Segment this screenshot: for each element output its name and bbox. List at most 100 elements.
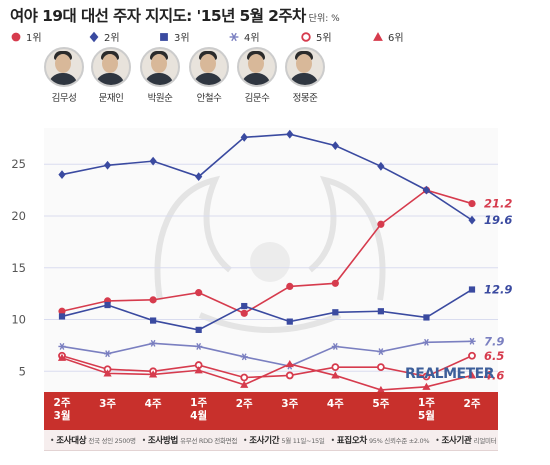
x-axis-bar: 2주 3월 3주 4주 1주 4월 2주 3주 4주 5주 1주 5월 2주 [44,392,498,430]
data-point [103,350,112,358]
x-tick-label: 3주 [281,398,299,410]
legend-item-1: 1위 [10,29,42,44]
x-tick-label: 1주 5월 [417,397,435,422]
candidate-photo [44,47,84,87]
end-value-label: 6.5 [484,349,504,363]
data-point [58,170,66,179]
data-point [377,308,384,315]
data-point [377,161,385,171]
series-line [61,133,473,221]
legend-label: 4위 [244,33,260,44]
data-point [195,342,203,350]
data-point [103,369,112,377]
candidate-3: 박원순 [137,47,183,104]
data-point [468,337,476,345]
data-point [286,318,293,325]
series-6 [57,353,477,394]
data-point [377,220,385,228]
end-value-label: 4.6 [483,368,504,382]
data-point [195,172,203,182]
candidate-name: 박원순 [147,93,173,104]
candidate-name: 정몽준 [292,93,318,104]
data-point [58,313,66,320]
data-point [285,359,294,368]
x-tick-label: 2주 [235,398,253,410]
data-point [240,380,249,388]
data-point [286,282,294,290]
y-tick-label: 20 [11,209,26,223]
candidate-name: 안철수 [196,93,222,104]
data-point [149,339,157,347]
series-3 [58,286,476,333]
data-point [150,317,157,324]
legend-marker-4 [229,32,239,41]
x-tick-label: 1주 4월 [190,397,208,422]
chart-title-text: 여야 19대 대선 주자 지지도: '15년 5월 2주차 [10,7,306,25]
legend-marker-6 [373,31,383,41]
data-point [422,185,431,195]
legend-marker-2 [89,31,99,42]
x-tick-label: 4주 [144,398,162,410]
y-tick-label: 15 [11,261,26,275]
data-point [422,382,431,390]
survey-footer: • 조사대상 전국 성인 2500명 • 조사방법 유무선 RDD 전화면접 • 조… [44,430,498,451]
legend-item-3: 3위 [158,29,190,44]
legend-item-4: 4위 [228,29,260,44]
x-tick-label: 4주 [326,398,344,410]
data-point [376,385,385,394]
legend-marker-1 [11,32,21,41]
data-point [240,309,248,317]
series-line [61,357,473,391]
footer-item-2: • 조사방법 유무선 RDD 전화면접 [141,436,238,446]
legend-label: 5위 [316,33,332,44]
x-tick-label: 5주 [372,398,390,410]
brand-logo: REALMETER [405,366,495,382]
candidate-6: 정몽준 [282,47,328,104]
legend-marker-5 [301,31,311,42]
data-point [468,215,476,225]
data-point [468,286,476,293]
footer-item-3: • 조사기간 5월 11일~15일 [243,436,325,446]
legend-label: 6위 [388,33,404,44]
candidate-photo [91,47,131,87]
data-point [149,296,157,304]
data-point [104,301,111,309]
data-point [331,279,339,287]
data-point [240,373,249,382]
footer-item-5: • 조사기관 리얼미터 [435,436,497,446]
candidate-name: 김무성 [51,93,77,104]
x-tick-label: 3주 [99,398,117,410]
data-point [58,307,66,315]
unit-note: 단위: % [308,14,340,24]
data-point [149,156,157,166]
data-point [195,326,202,333]
candidate-2: 문재인 [88,47,134,104]
end-value-label: 12.9 [484,283,512,297]
candidate-4: 안철수 [186,47,232,104]
series-line [61,288,473,331]
x-tick-label: 2주 [463,398,481,410]
data-point [194,366,203,374]
data-point [422,372,431,381]
series-2 [58,129,476,225]
data-point [195,289,203,297]
series-line [61,354,473,379]
chart-title: 여야 19대 대선 주자 지지도: '15년 5월 2주차 단위: % [10,4,340,26]
data-point [467,371,477,379]
legend-item-2: 2위 [88,29,120,44]
data-point [423,314,430,321]
data-point [468,199,476,208]
data-point [332,309,339,316]
data-point [331,342,339,350]
data-point [58,342,66,350]
data-point [57,353,67,361]
end-value-label: 7.9 [484,334,504,348]
data-point [422,338,431,346]
footer-item-4: • 표집오차 95% 신뢰수준 ±2.0% [330,436,430,446]
footer-item-1: • 조사대상 전국 성인 2500명 [50,436,136,446]
candidate-name: 김문수 [244,93,270,104]
legend-marker-3 [160,32,168,41]
data-point [149,370,158,378]
candidate-5: 김문수 [234,47,280,104]
